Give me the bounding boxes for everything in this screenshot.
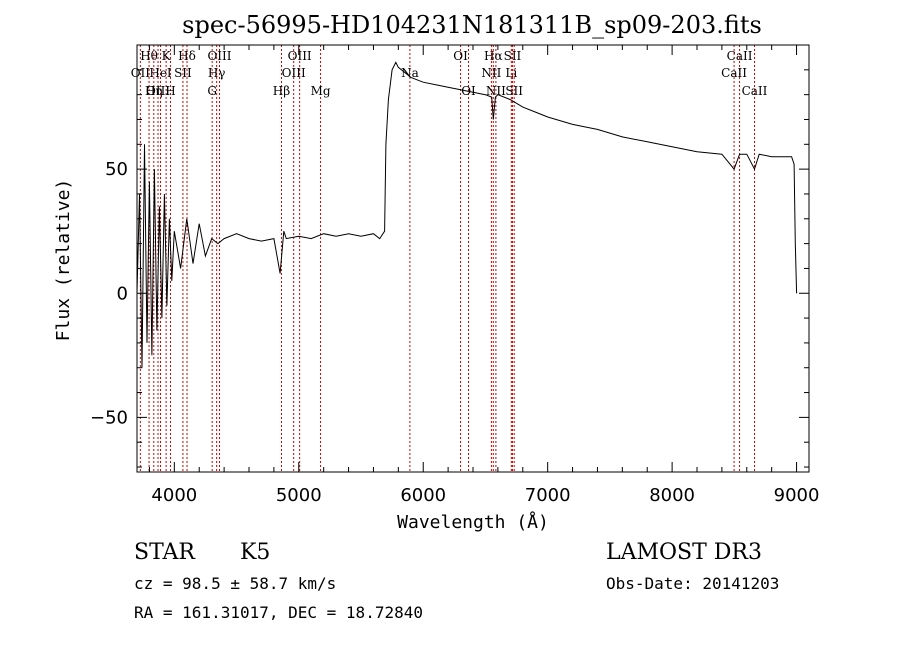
line-label: K bbox=[162, 49, 172, 63]
line-label: G bbox=[207, 84, 217, 98]
object-subclass: K5 bbox=[240, 540, 271, 565]
line-label: Hγ bbox=[208, 66, 226, 80]
line-labels: Hθ OII OIII K HeI Hη H SII Hδ OIII Hγ G Hβ OIII OIII Mg… bbox=[131, 49, 768, 98]
survey-name: LAMOST DR3 bbox=[606, 540, 762, 565]
y-axis: −50 0 50 bbox=[90, 69, 809, 468]
line-label: NII bbox=[481, 66, 501, 80]
line-label: OI bbox=[453, 49, 468, 63]
line-label: Na bbox=[401, 66, 419, 80]
line-label: SII bbox=[174, 66, 192, 80]
x-tick-label: 4000 bbox=[151, 485, 197, 506]
line-label: CaII bbox=[727, 49, 753, 63]
line-label: Hα bbox=[484, 49, 503, 63]
x-tick-label: 6000 bbox=[400, 485, 446, 506]
line-label: H bbox=[165, 84, 175, 98]
x-tick-label: 7000 bbox=[525, 485, 571, 506]
redshift-velocity: cz = 98.5 ± 58.7 km/s bbox=[134, 574, 337, 593]
observation-date: Obs-Date: 20141203 bbox=[606, 574, 780, 593]
line-label: OIII bbox=[288, 49, 312, 63]
line-label: NII bbox=[486, 84, 506, 98]
object-type: STAR bbox=[134, 540, 195, 565]
y-tick-label: 50 bbox=[105, 159, 128, 180]
line-label: Hδ bbox=[178, 49, 196, 63]
line-label: OIII bbox=[146, 84, 170, 98]
line-markers bbox=[139, 45, 755, 472]
coordinates: RA = 161.31017, DEC = 18.72840 bbox=[134, 603, 423, 622]
y-tick-label: 0 bbox=[117, 283, 128, 304]
line-label: OII bbox=[131, 66, 151, 80]
line-label: CaII bbox=[721, 66, 747, 80]
x-axis-label: Wavelength (Å) bbox=[397, 511, 549, 533]
x-tick-label: 8000 bbox=[649, 485, 695, 506]
x-axis: 4000 5000 6000 7000 8000 9000 bbox=[148, 45, 820, 506]
x-tick-label: 5000 bbox=[276, 485, 322, 506]
line-label: Mg bbox=[311, 84, 331, 98]
line-label: Hθ bbox=[140, 49, 158, 63]
line-label: Li bbox=[505, 66, 517, 80]
line-label: Hη bbox=[145, 84, 163, 98]
line-label: Hβ bbox=[273, 84, 290, 98]
flux-series-line bbox=[136, 61, 798, 368]
line-label: CaII bbox=[742, 84, 768, 98]
plot-frame bbox=[136, 44, 810, 473]
y-tick-label: −50 bbox=[90, 407, 128, 428]
x-tick-label: 9000 bbox=[774, 485, 820, 506]
line-label: OIII bbox=[282, 66, 306, 80]
line-label: SII bbox=[505, 84, 523, 98]
line-label: SII bbox=[504, 49, 522, 63]
chart-title: spec-56995-HD104231N181311B_sp09-203.fit… bbox=[182, 11, 762, 39]
line-label: OIII bbox=[207, 49, 231, 63]
y-axis-label: Flux (relative) bbox=[53, 179, 74, 342]
line-label: HeI bbox=[149, 66, 172, 80]
